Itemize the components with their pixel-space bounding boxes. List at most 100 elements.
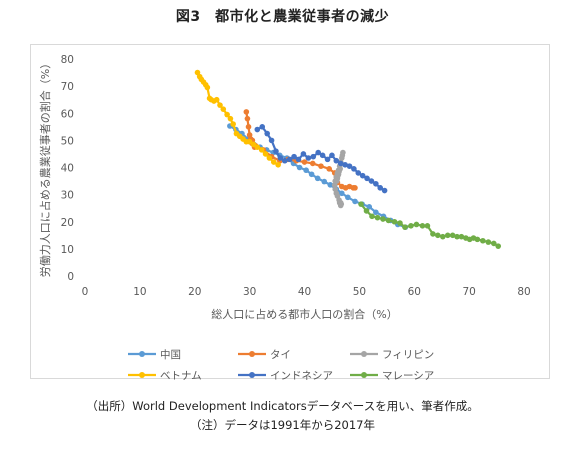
series-3 (194, 69, 281, 168)
data-point (258, 147, 265, 153)
data-point (364, 175, 370, 182)
legend-label: インドネシア (270, 370, 333, 382)
legend-swatch-marker (361, 372, 367, 378)
data-point (337, 166, 343, 172)
data-point (373, 180, 379, 187)
y-tick-label: 70 (61, 81, 74, 93)
legend-label: 中国 (160, 348, 181, 361)
data-point (373, 209, 379, 216)
data-point (324, 156, 331, 163)
data-point (352, 185, 358, 191)
data-point (268, 137, 275, 144)
x-tick-label: 70 (462, 286, 475, 298)
series-4 (254, 124, 388, 194)
data-point (366, 204, 373, 210)
data-point (454, 233, 460, 240)
data-point (264, 130, 270, 137)
data-point (315, 149, 322, 156)
data-point (220, 106, 227, 112)
legend-swatch-marker (139, 372, 145, 378)
y-axis-label: 労働力人口に占める農業従事者の割合（%） (38, 58, 52, 277)
data-point (329, 152, 335, 159)
data-point (385, 217, 392, 224)
data-point (474, 236, 481, 243)
x-tick-label: 0 (82, 286, 89, 298)
data-point (337, 160, 344, 167)
data-point (326, 166, 332, 172)
data-point (358, 201, 364, 207)
data-point (305, 155, 312, 161)
data-point (368, 178, 375, 184)
data-point (295, 156, 302, 163)
period-note: （注）データは1991年から2017年 (189, 418, 376, 432)
x-axis-label: 総人口に占める都市人口の割合（%） (211, 307, 397, 321)
data-point (345, 194, 351, 201)
data-point (485, 239, 492, 245)
y-tick-label: 0 (67, 271, 74, 283)
data-point (254, 144, 261, 150)
data-point (402, 224, 408, 230)
data-point (381, 187, 388, 194)
data-point (444, 232, 451, 239)
data-point (458, 233, 465, 240)
data-point (369, 213, 375, 220)
legend-label: フィリピン (382, 349, 434, 361)
legend-label: マレーシア (382, 370, 434, 382)
x-tick-label: 30 (243, 286, 256, 298)
data-point (363, 208, 370, 214)
chart-title: 図3 都市化と農業従事者の減少 (175, 9, 390, 25)
series-2 (331, 149, 346, 209)
data-point (300, 151, 307, 157)
data-point (359, 172, 366, 179)
data-point (449, 232, 456, 239)
y-tick-label: 60 (61, 108, 74, 120)
data-point (352, 198, 358, 205)
data-point (339, 190, 345, 197)
data-point (319, 152, 326, 159)
data-point (243, 109, 250, 115)
data-point (314, 175, 321, 182)
data-point (230, 121, 236, 127)
data-point (244, 115, 251, 122)
data-point (495, 243, 502, 249)
y-tick-label: 50 (61, 135, 74, 147)
legend-swatch-marker (361, 351, 367, 357)
data-point (296, 164, 303, 171)
data-point (346, 163, 353, 169)
legend-swatch-marker (249, 372, 255, 378)
data-point (391, 218, 398, 225)
data-point (439, 233, 446, 240)
y-tick-label: 30 (61, 190, 74, 202)
x-tick-label: 40 (298, 286, 311, 298)
legend-label: タイ (270, 349, 291, 361)
data-point (262, 151, 269, 157)
data-point (327, 182, 334, 188)
data-point (273, 148, 279, 155)
data-point (413, 221, 420, 228)
data-point (275, 161, 281, 168)
data-point (259, 124, 266, 130)
x-tick-label: 50 (353, 286, 366, 298)
data-point (310, 153, 317, 160)
legend-swatch-marker (139, 351, 145, 357)
data-point (480, 237, 486, 244)
series-5 (358, 201, 502, 249)
data-point (380, 216, 386, 222)
data-point (204, 84, 211, 91)
data-point (224, 111, 230, 118)
data-point (377, 185, 384, 191)
data-point (408, 223, 414, 229)
data-point (321, 178, 328, 185)
data-point (435, 232, 441, 239)
data-point (333, 157, 340, 164)
data-point (309, 160, 316, 167)
data-point (301, 159, 308, 165)
data-point (331, 182, 338, 188)
data-point (338, 201, 345, 207)
data-point (308, 171, 315, 178)
x-tick-label: 20 (188, 286, 201, 298)
y-tick-label: 40 (61, 163, 74, 175)
data-point (419, 223, 426, 229)
